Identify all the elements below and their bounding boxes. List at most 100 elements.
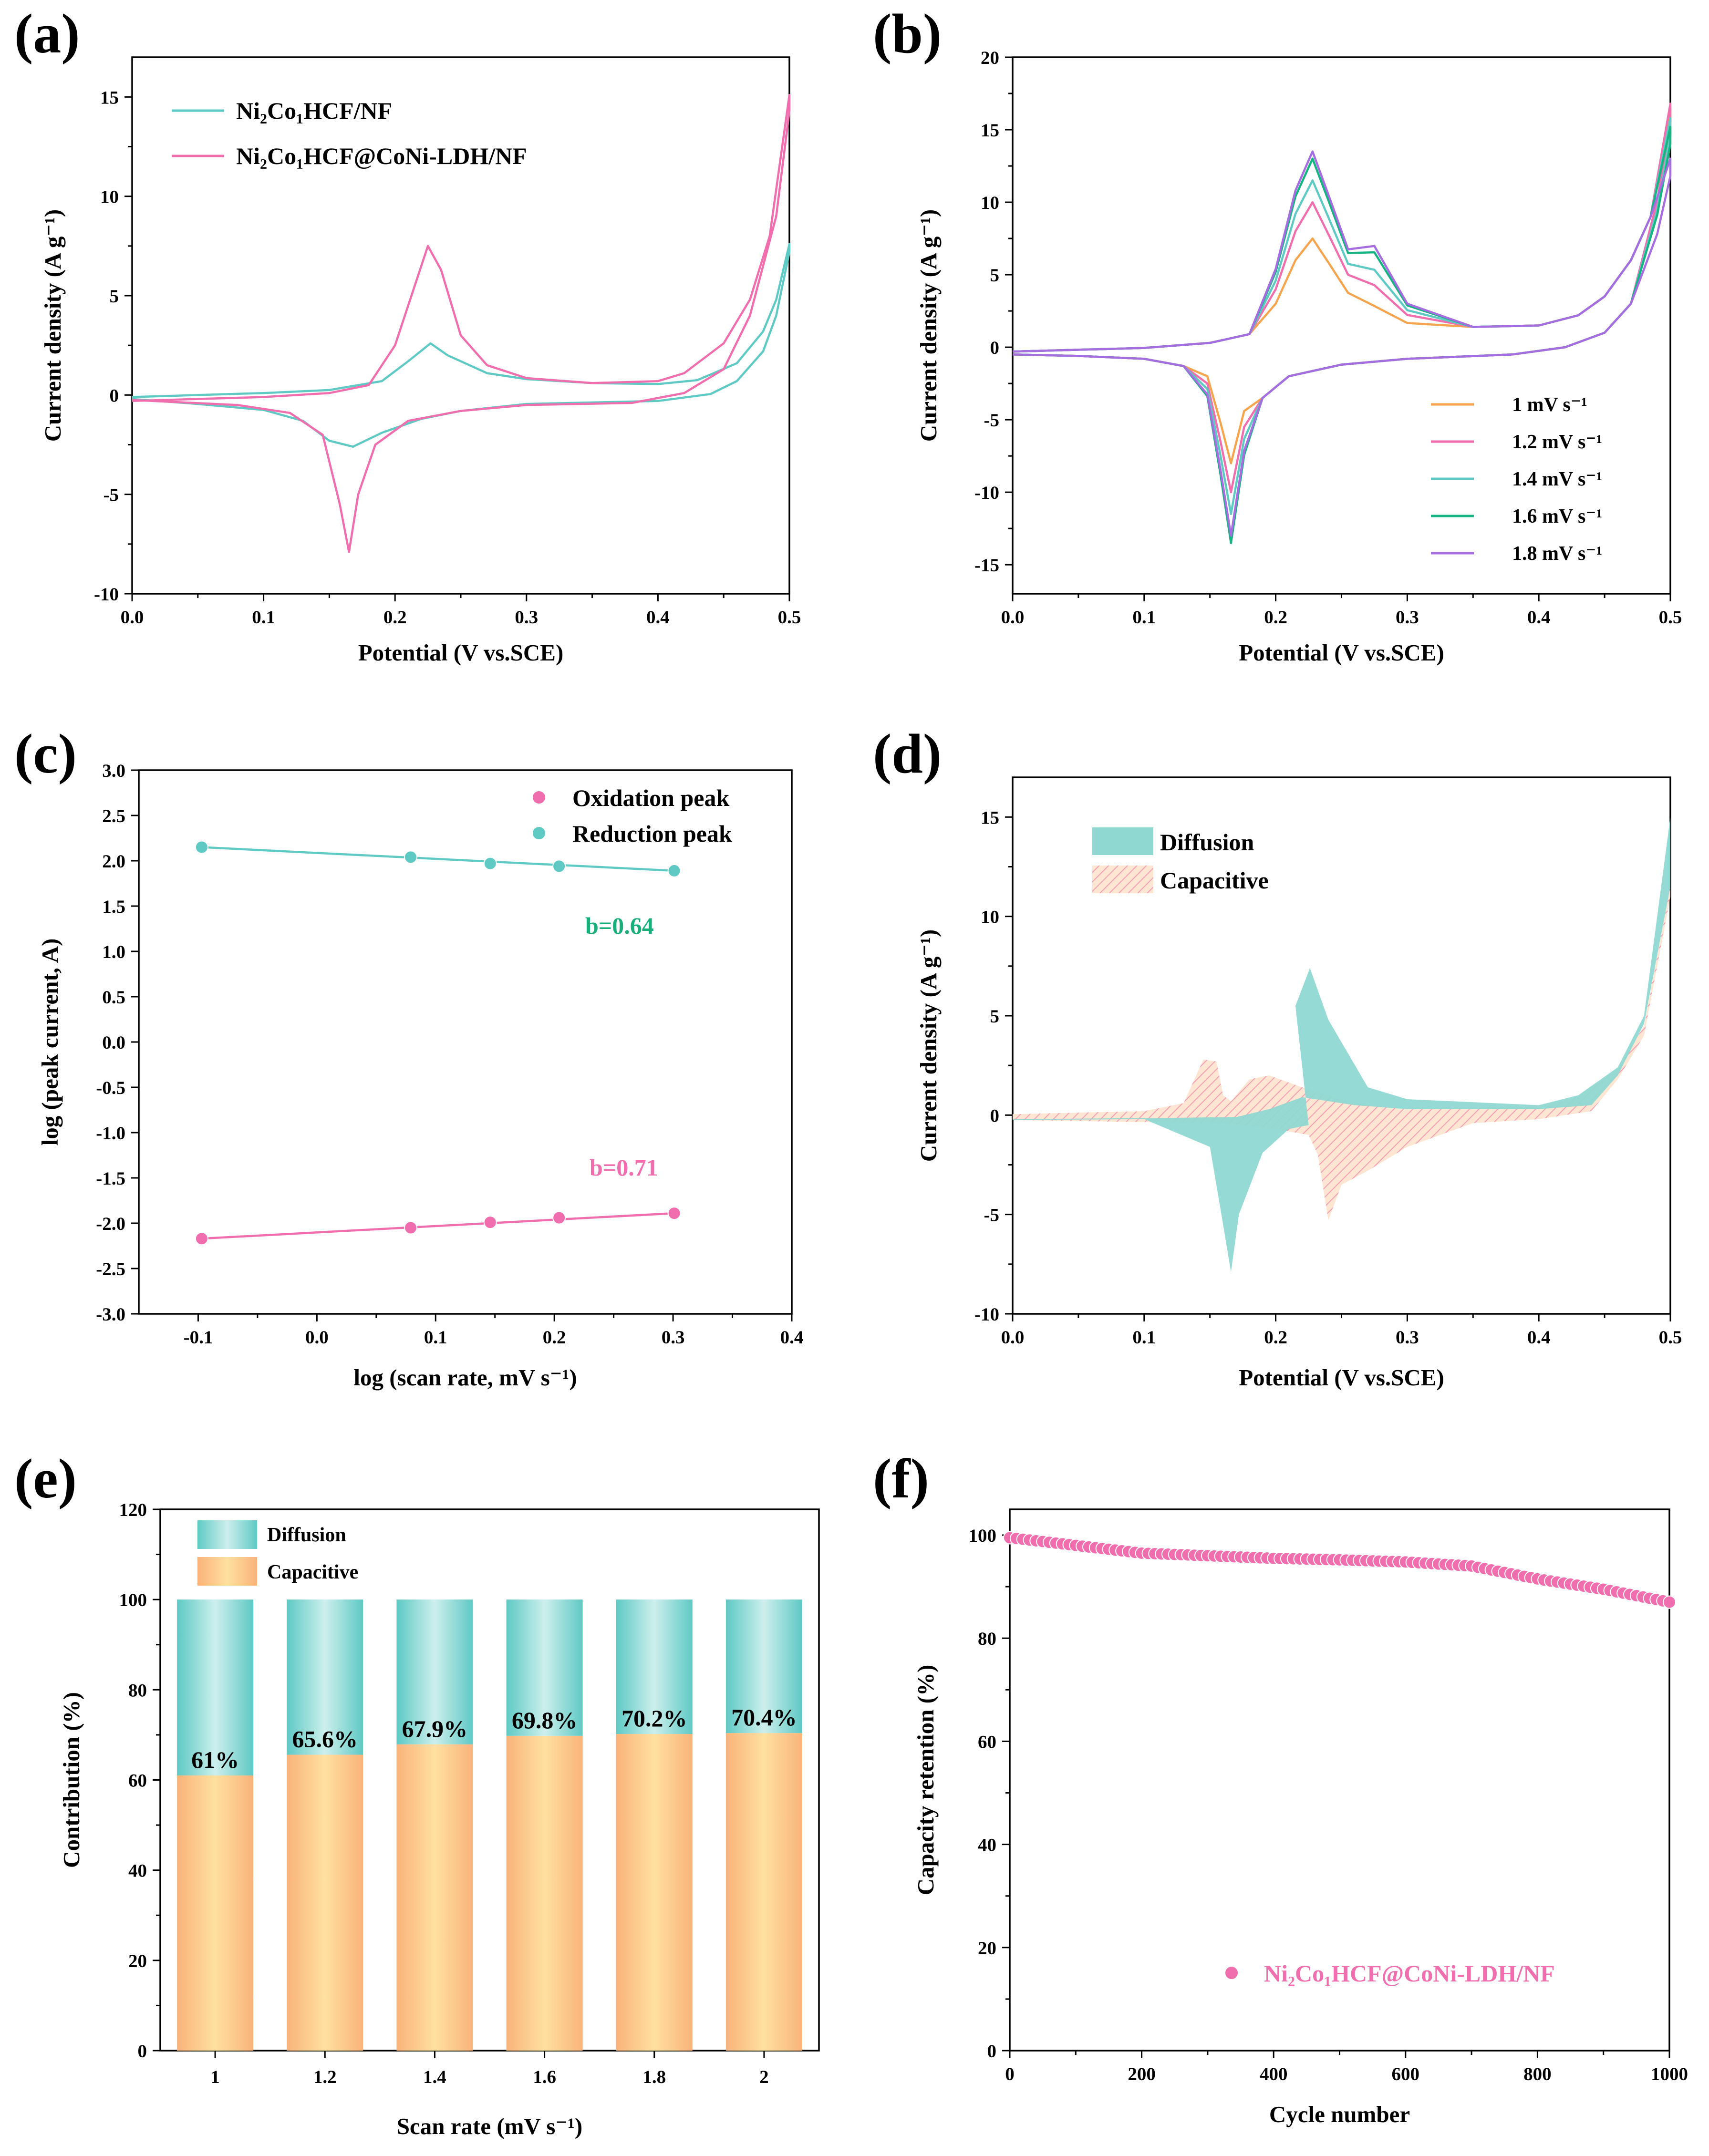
bar-capacitive [396,1744,473,2051]
x-tick-label: 0.1 [252,607,275,628]
x-tick-label: 1.2 [313,2067,337,2087]
y-tick-label: -5 [984,410,1000,431]
bar-diffusion [506,1599,583,1736]
y-tick-label: 0.5 [102,987,125,1008]
series-line [1012,150,1672,537]
x-tick-label: -0.1 [184,1327,213,1348]
annotation: b=0.64 [585,912,654,939]
y-tick-label: 60 [978,1732,996,1752]
x-tick-label: 1 [210,2067,220,2087]
x-tick-label: 0.0 [305,1327,329,1348]
bar-capacitive [177,1775,254,2051]
bar-capacitive [287,1754,363,2051]
y-tick-label: 0.0 [102,1032,125,1053]
y-tick-label: 0 [990,338,1000,358]
x-tick-label: 1.6 [533,2067,556,2087]
y-tick-label: -10 [974,483,999,503]
x-tick-label: 0.0 [1001,607,1025,628]
legend-marker [1224,1966,1239,1980]
legend-label: 1.8 mV s⁻¹ [1512,543,1602,565]
y-axis-title: Capacity retention (%) [912,1665,939,1896]
x-tick-label: 0.5 [1659,607,1682,628]
panel-4: (e) 0 20 40 60 80 100 120 1 1.2 1.4 1.6 1.8 2 Scan rat… [14,1447,820,2139]
x-tick-label: 600 [1392,2064,1420,2084]
panel-0: (a) 0.0 0.1 0.2 0.3 0.4 0.5 -10 -5 0 5 10 15 Potentia… [14,2,801,666]
series-line [132,243,791,448]
y-tick-label: 0 [110,385,119,406]
x-tick-label: 0.4 [1527,1327,1551,1348]
legend-swatch [197,1520,257,1549]
bar-capacitive [725,1733,802,2051]
bar-diffusion [396,1599,473,1744]
x-axis-title: log (scan rate, mV s⁻¹) [353,1364,577,1391]
y-tick-label: -15 [974,555,999,576]
x-tick-label: 0.4 [1527,607,1551,628]
y-tick-label: 0 [990,1105,1000,1126]
legend-label: 1.4 mV s⁻¹ [1512,468,1602,490]
y-tick-label: 10 [100,187,119,207]
x-tick-label: 800 [1523,2064,1552,2084]
panel-label: (b) [873,2,942,65]
legend-label: Capacitive [267,1561,358,1583]
y-tick-label: -0.5 [96,1078,125,1098]
diffusion-area [1013,817,1670,1272]
y-tick-label: -10 [974,1304,999,1325]
bar-diffusion [725,1599,802,1733]
y-axis-title: Contribution (%) [58,1692,84,1868]
y-tick-label: 120 [119,1500,147,1520]
legend-swatch [1092,827,1153,855]
y-tick-label: 15 [100,87,119,108]
y-tick-label: 5 [110,286,119,307]
x-tick-label: 0.1 [1132,607,1156,628]
y-tick-label: -1.0 [96,1123,125,1144]
y-tick-label: 1.5 [102,897,125,917]
data-point [483,856,497,870]
bar-capacitive [506,1735,583,2051]
y-tick-label: 80 [128,1680,147,1701]
y-tick-label: 3.0 [102,761,125,781]
data-point [552,859,566,873]
x-axis-title: Potential (V vs.SCE) [1239,640,1444,666]
y-tick-label: 15 [981,807,999,828]
capacitive-area [1013,887,1670,1221]
x-tick-label: 0.2 [1264,1327,1287,1348]
y-tick-label: 60 [128,1771,147,1791]
x-axis-title: Scan rate (mV s⁻¹) [397,2113,582,2139]
legend-swatch [1092,866,1153,893]
bar-diffusion [177,1599,254,1776]
y-tick-label: -5 [984,1205,1000,1226]
y-tick-label: 20 [128,1951,147,1971]
y-tick-label: -10 [94,584,119,605]
x-axis-title: Cycle number [1269,2101,1410,2127]
x-tick-label: 1.8 [642,2067,666,2087]
y-tick-label: -2.0 [96,1214,125,1234]
x-tick-label: 0.0 [1001,1327,1025,1348]
legend-label: Diffusion [267,1524,346,1546]
x-tick-label: 200 [1128,2064,1156,2084]
bar-diffusion [287,1599,363,1755]
series-line [132,93,791,553]
y-tick-label: 10 [981,907,999,928]
legend-label: Capacitive [1160,867,1269,894]
y-tick-label: 100 [119,1590,147,1610]
x-tick-label: 0.1 [424,1327,447,1348]
legend-label: Ni₂Co₁HCF@CoNi-LDH/NF [1264,1960,1555,1987]
bar-label: 61% [191,1746,239,1773]
fit-line [201,1212,674,1240]
x-tick-label: 0 [1005,2064,1015,2084]
x-tick-label: 0.5 [1659,1327,1682,1348]
y-axis-title: Current density (A g⁻¹) [915,929,942,1162]
plot-frame [138,769,793,1315]
x-axis-title: Potential (V vs.SCE) [358,640,564,666]
panel-label: (c) [14,722,77,785]
y-tick-label: 1.0 [102,942,125,962]
x-tick-label: 1.4 [423,2067,446,2087]
annotation: b=0.71 [590,1154,658,1181]
x-axis-title: Potential (V vs.SCE) [1239,1364,1444,1391]
x-tick-label: 0.1 [1132,1327,1156,1348]
legend-label: Oxidation peak [572,784,729,811]
fit-line [201,846,674,872]
y-axis-title: Current density (A g⁻¹) [40,209,66,442]
x-tick-label: 0.2 [543,1327,566,1348]
x-tick-label: 1000 [1651,2064,1688,2084]
